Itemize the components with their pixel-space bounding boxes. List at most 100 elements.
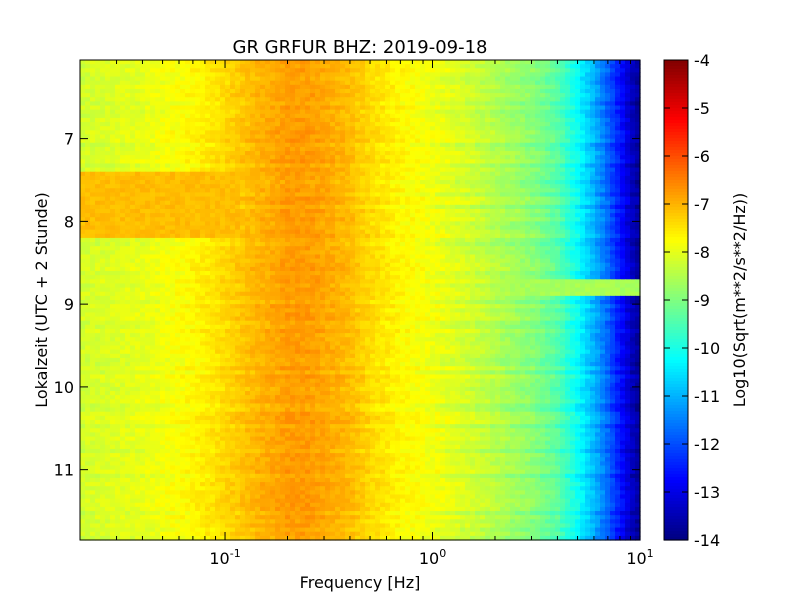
heatmap-cell	[365, 130, 371, 136]
heatmap-cell	[515, 138, 521, 144]
heatmap-cell	[425, 208, 431, 214]
heatmap-cell	[150, 142, 156, 148]
heatmap-cell	[305, 204, 311, 210]
heatmap-cell	[405, 175, 411, 181]
heatmap-cell	[305, 159, 311, 165]
heatmap-cell	[345, 242, 351, 247]
heatmap-cell	[540, 97, 546, 102]
heatmap-cell	[495, 233, 501, 239]
heatmap-cell	[490, 196, 496, 202]
heatmap-cell	[85, 72, 91, 78]
heatmap-cell	[130, 204, 136, 210]
heatmap-cell	[110, 188, 116, 194]
heatmap-cell	[90, 167, 96, 173]
heatmap-cell	[130, 237, 136, 243]
heatmap-cell	[440, 97, 446, 102]
heatmap-cell	[535, 163, 541, 169]
heatmap-cell	[400, 142, 406, 148]
heatmap-cell	[400, 217, 406, 222]
heatmap-cell	[290, 76, 296, 82]
heatmap-cell	[155, 101, 161, 107]
heatmap-cell	[335, 76, 341, 82]
heatmap-cell	[145, 237, 151, 243]
heatmap-cell	[150, 233, 156, 239]
heatmap-cell	[380, 225, 386, 231]
heatmap-cell	[285, 171, 291, 177]
heatmap-cell	[220, 88, 226, 94]
heatmap-cell	[440, 237, 446, 243]
heatmap-cell	[105, 208, 111, 214]
heatmap-cell	[565, 117, 571, 123]
heatmap-cell	[125, 88, 131, 94]
heatmap-cell	[280, 97, 286, 102]
heatmap-cell	[225, 80, 231, 86]
heatmap-cell	[210, 200, 216, 206]
heatmap-cell	[500, 105, 506, 111]
heatmap-cell	[275, 217, 281, 222]
heatmap-cell	[185, 221, 191, 227]
heatmap-cell	[540, 80, 546, 86]
heatmap-cell	[425, 163, 431, 169]
heatmap-cell	[270, 180, 276, 185]
heatmap-cell	[590, 192, 596, 198]
heatmap-cell	[635, 105, 641, 111]
heatmap-cell	[155, 171, 161, 177]
heatmap-cell	[205, 126, 211, 131]
heatmap-cell	[165, 84, 171, 90]
heatmap-cell	[270, 76, 276, 82]
heatmap-cell	[475, 113, 481, 119]
heatmap-cell	[255, 130, 261, 136]
heatmap-cell	[140, 138, 146, 144]
heatmap-cell	[400, 233, 406, 239]
heatmap-cell	[590, 142, 596, 148]
heatmap-cell	[120, 233, 126, 239]
heatmap-cell	[310, 225, 316, 231]
heatmap-cell	[385, 233, 391, 239]
heatmap-cell	[185, 188, 191, 194]
heatmap-cell	[320, 113, 326, 119]
heatmap-cell	[455, 151, 461, 156]
heatmap-cell	[145, 72, 151, 78]
heatmap-cell	[415, 184, 421, 189]
heatmap-cell	[100, 167, 106, 173]
heatmap-cell	[270, 171, 276, 177]
heatmap-cell	[545, 142, 551, 148]
heatmap-cell	[440, 105, 446, 111]
heatmap-cell	[460, 130, 466, 136]
heatmap-cell	[440, 167, 446, 173]
heatmap-cell	[360, 225, 366, 231]
heatmap-cell	[420, 146, 426, 152]
heatmap-cell	[235, 180, 241, 185]
heatmap-cell	[485, 130, 491, 136]
heatmap-cell	[300, 159, 306, 165]
heatmap-cell	[560, 113, 566, 119]
heatmap-cell	[440, 101, 446, 107]
heatmap-cell	[365, 200, 371, 206]
heatmap-cell	[475, 142, 481, 148]
heatmap-cell	[335, 180, 341, 185]
heatmap-cell	[110, 217, 116, 222]
heatmap-cell	[365, 242, 371, 247]
heatmap-cell	[120, 122, 126, 127]
heatmap-cell	[525, 163, 531, 169]
heatmap-cell	[425, 217, 431, 222]
heatmap-cell	[125, 204, 131, 210]
heatmap-cell	[435, 60, 441, 65]
heatmap-cell	[490, 233, 496, 239]
heatmap-cell	[200, 146, 206, 152]
heatmap-cell	[350, 60, 356, 65]
heatmap-cell	[400, 200, 406, 206]
heatmap-cell	[295, 151, 301, 156]
heatmap-cell	[540, 225, 546, 231]
heatmap-cell	[570, 171, 576, 177]
heatmap-cell	[580, 155, 586, 160]
heatmap-cell	[535, 88, 541, 94]
heatmap-cell	[210, 72, 216, 78]
heatmap-cell	[435, 208, 441, 214]
heatmap-cell	[570, 155, 576, 160]
heatmap-cell	[100, 200, 106, 206]
heatmap-cell	[385, 93, 391, 98]
heatmap-cell	[230, 113, 236, 119]
heatmap-cell	[495, 93, 501, 98]
heatmap-cell	[515, 184, 521, 189]
